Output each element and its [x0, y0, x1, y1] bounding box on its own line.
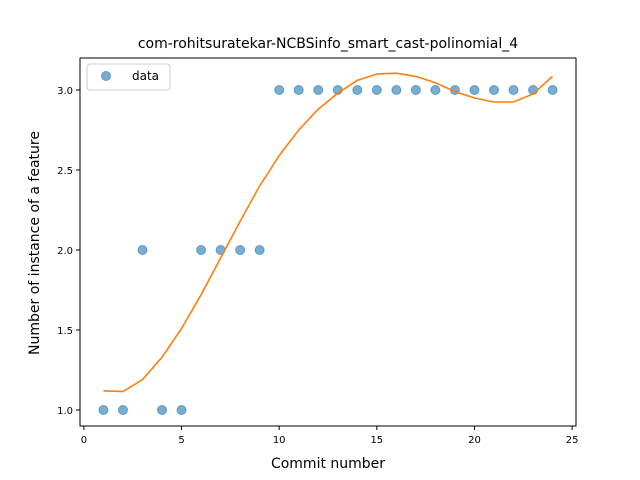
data-point — [430, 85, 441, 95]
ticks: 0 5 10 15 20 25 1.0 1.5 2.0 2.5 3.0 — [57, 86, 578, 446]
data-point — [157, 405, 168, 415]
y-tick-label: 1.5 — [57, 326, 73, 337]
data-point — [508, 85, 519, 95]
y-axis-label: Number of instance of a feature — [27, 131, 43, 355]
y-tick-label: 1.0 — [57, 406, 73, 417]
data-point — [117, 405, 128, 415]
y-tick-label: 3.0 — [57, 86, 73, 97]
legend-marker-data — [101, 71, 111, 81]
data-point — [196, 245, 207, 255]
axes — [79, 57, 577, 427]
data-point — [254, 245, 265, 255]
x-tick-label: 25 — [566, 435, 579, 446]
x-tick-label: 15 — [370, 435, 383, 446]
data-point — [98, 405, 109, 415]
data-point — [391, 85, 402, 95]
x-axis-label: Commit number — [271, 456, 385, 472]
data-point — [410, 85, 421, 95]
x-tick-label: 20 — [468, 435, 481, 446]
data-point — [547, 85, 558, 95]
y-tick-label: 2.5 — [57, 166, 73, 177]
chart-title: com-rohitsuratekar-NCBSinfo_smart_cast-p… — [138, 36, 518, 52]
legend-label-data: data — [132, 69, 159, 83]
data-point — [313, 85, 324, 95]
data-point — [274, 85, 285, 95]
fit-line — [103, 72, 554, 393]
data-point — [488, 85, 499, 95]
data-point — [235, 245, 246, 255]
data-point — [137, 245, 148, 255]
data-point — [469, 85, 480, 95]
x-tick-label: 10 — [273, 435, 286, 446]
plot-area — [98, 72, 558, 415]
data-point — [371, 85, 382, 95]
y-tick-label: 2.0 — [57, 246, 73, 257]
x-tick-label: 5 — [178, 435, 184, 446]
x-tick-label: 0 — [81, 435, 87, 446]
data-point — [352, 85, 363, 95]
data-point — [176, 405, 187, 415]
axes-frame — [79, 57, 577, 427]
data-point — [293, 85, 304, 95]
legend-box — [86, 63, 171, 91]
legend: data — [86, 63, 171, 91]
